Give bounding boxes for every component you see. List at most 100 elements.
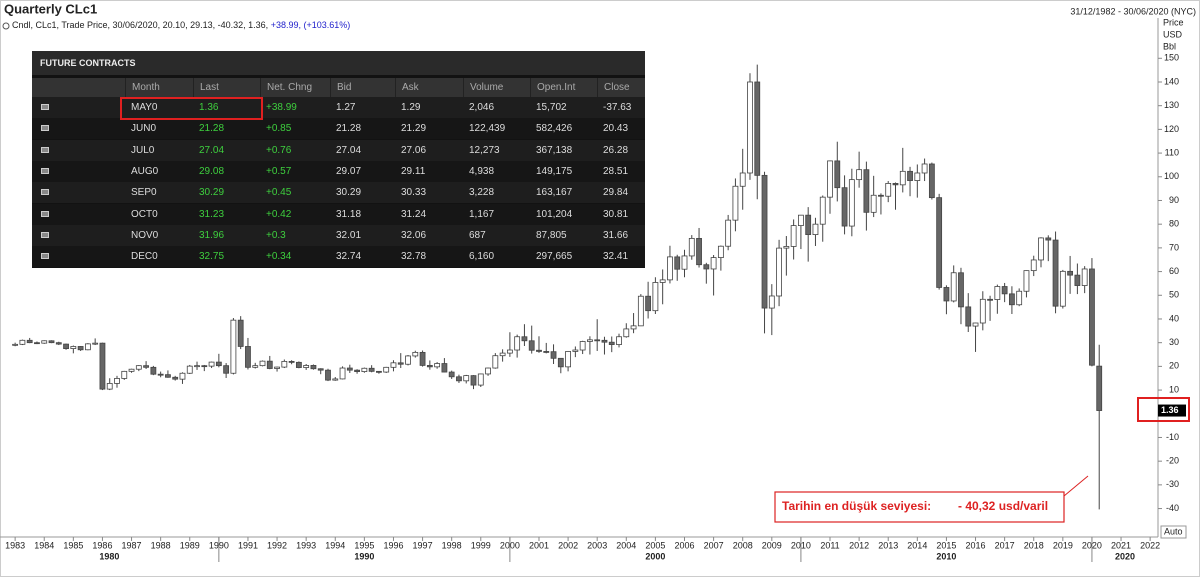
candle-body xyxy=(499,352,506,357)
candle-body xyxy=(856,169,863,181)
x-tick-label: 2018 xyxy=(1024,540,1044,550)
x-tick-label: 1989 xyxy=(180,540,200,550)
candle-body xyxy=(899,170,906,186)
candle-body xyxy=(295,361,302,368)
candle-body xyxy=(34,342,40,345)
chart-title: Quarterly CLc1 xyxy=(4,1,97,16)
candle-body xyxy=(383,366,390,373)
candle-body xyxy=(1016,290,1023,306)
row-icon[interactable] xyxy=(41,167,49,174)
y-label: USD xyxy=(1163,29,1183,39)
annotation-value: - 40,32 usd/varil xyxy=(958,499,1048,513)
row-icon[interactable] xyxy=(41,146,49,153)
candle-body xyxy=(1038,237,1044,261)
y-tick-label: -10 xyxy=(1166,432,1179,442)
candle-body xyxy=(878,194,884,197)
table-cell: AUG0 xyxy=(131,165,159,177)
table-cell: 31.18 xyxy=(336,208,362,220)
row-icon[interactable] xyxy=(41,253,49,260)
y-tick-label: 100 xyxy=(1164,171,1179,181)
candle-body xyxy=(667,256,673,281)
candle-body xyxy=(958,272,964,308)
table-cell: 29.84 xyxy=(603,187,629,199)
candle-body xyxy=(463,375,470,382)
annotation-box xyxy=(774,491,1065,523)
auto-button[interactable] xyxy=(1160,525,1187,539)
candle-body xyxy=(310,365,317,370)
table-cell: 6,160 xyxy=(469,251,495,263)
candle-body xyxy=(965,306,972,327)
row-icon[interactable] xyxy=(41,231,49,238)
candle-body xyxy=(659,279,666,283)
y-tick-label: 70 xyxy=(1169,242,1179,252)
table-cell: 32.74 xyxy=(336,251,362,263)
candle-body xyxy=(616,336,622,345)
candle-body xyxy=(747,81,753,174)
candle-body xyxy=(776,247,782,297)
table-cell: 1.36 xyxy=(199,102,219,113)
table-cell: 87,805 xyxy=(536,229,567,241)
candle-body xyxy=(456,376,462,382)
x-tick-label: 1985 xyxy=(63,540,83,550)
x-tick-label: 1994 xyxy=(325,540,345,550)
candle-body xyxy=(223,365,230,374)
candle-body xyxy=(1096,365,1103,411)
table-cell: 32.78 xyxy=(401,251,427,263)
candle-body xyxy=(1030,259,1037,272)
candle-body xyxy=(361,367,368,372)
candle-body xyxy=(987,298,993,301)
candle-body xyxy=(354,369,360,372)
candle-body xyxy=(994,286,1001,300)
legend-change: +38.99, xyxy=(271,20,301,30)
candle-body xyxy=(179,372,186,380)
candle-body xyxy=(26,339,33,344)
candle-body xyxy=(798,214,804,227)
table-row xyxy=(32,246,645,268)
table-cell: 122,439 xyxy=(469,123,506,135)
candle-body xyxy=(528,340,535,351)
candle-body xyxy=(84,343,91,351)
candle-body xyxy=(674,256,681,270)
table-cell: 1.27 xyxy=(336,102,356,113)
candle-body xyxy=(601,339,608,343)
candle-body xyxy=(1052,239,1059,307)
candle-body xyxy=(99,342,106,390)
row-icon[interactable] xyxy=(41,104,49,110)
y-tick-label: 110 xyxy=(1165,147,1179,157)
candle-body xyxy=(645,295,652,312)
candle-body xyxy=(587,339,593,342)
decade-label: 2000 xyxy=(645,551,665,561)
x-tick-label: 1992 xyxy=(267,540,287,550)
x-tick-label: 1999 xyxy=(471,540,491,550)
x-tick-label: 1996 xyxy=(383,540,403,550)
candle-body xyxy=(55,342,62,345)
candle-body xyxy=(543,351,550,353)
candle-body xyxy=(637,295,644,327)
table-row xyxy=(32,139,645,161)
candle-body xyxy=(470,375,477,386)
annotation-text: Tarihin en düşük seviyesi: xyxy=(782,499,931,513)
table-cell: 30.33 xyxy=(401,187,427,199)
table-row xyxy=(32,182,645,204)
auto-label[interactable]: Auto xyxy=(1164,526,1183,536)
row-icon[interactable] xyxy=(41,125,49,132)
column-header: Open.Int xyxy=(530,78,597,97)
candle-body xyxy=(739,172,746,187)
table-cell: 21.29 xyxy=(401,123,427,135)
table-cell: MAY0 xyxy=(131,102,158,113)
candle-body xyxy=(1009,293,1015,306)
table-cell: 29.07 xyxy=(336,165,362,177)
candle-body xyxy=(506,349,513,354)
candle-body xyxy=(405,355,411,365)
x-tick-label: 1987 xyxy=(122,540,142,550)
x-tick-label: 2007 xyxy=(704,540,724,550)
y-tick-label: 50 xyxy=(1169,290,1179,300)
candle-body xyxy=(1089,268,1095,366)
candle-body xyxy=(245,346,251,368)
row-icon[interactable] xyxy=(41,189,49,196)
candle-body xyxy=(630,325,637,330)
row-icon[interactable] xyxy=(41,210,49,217)
candle-body xyxy=(303,365,310,368)
candle-body xyxy=(608,341,615,345)
